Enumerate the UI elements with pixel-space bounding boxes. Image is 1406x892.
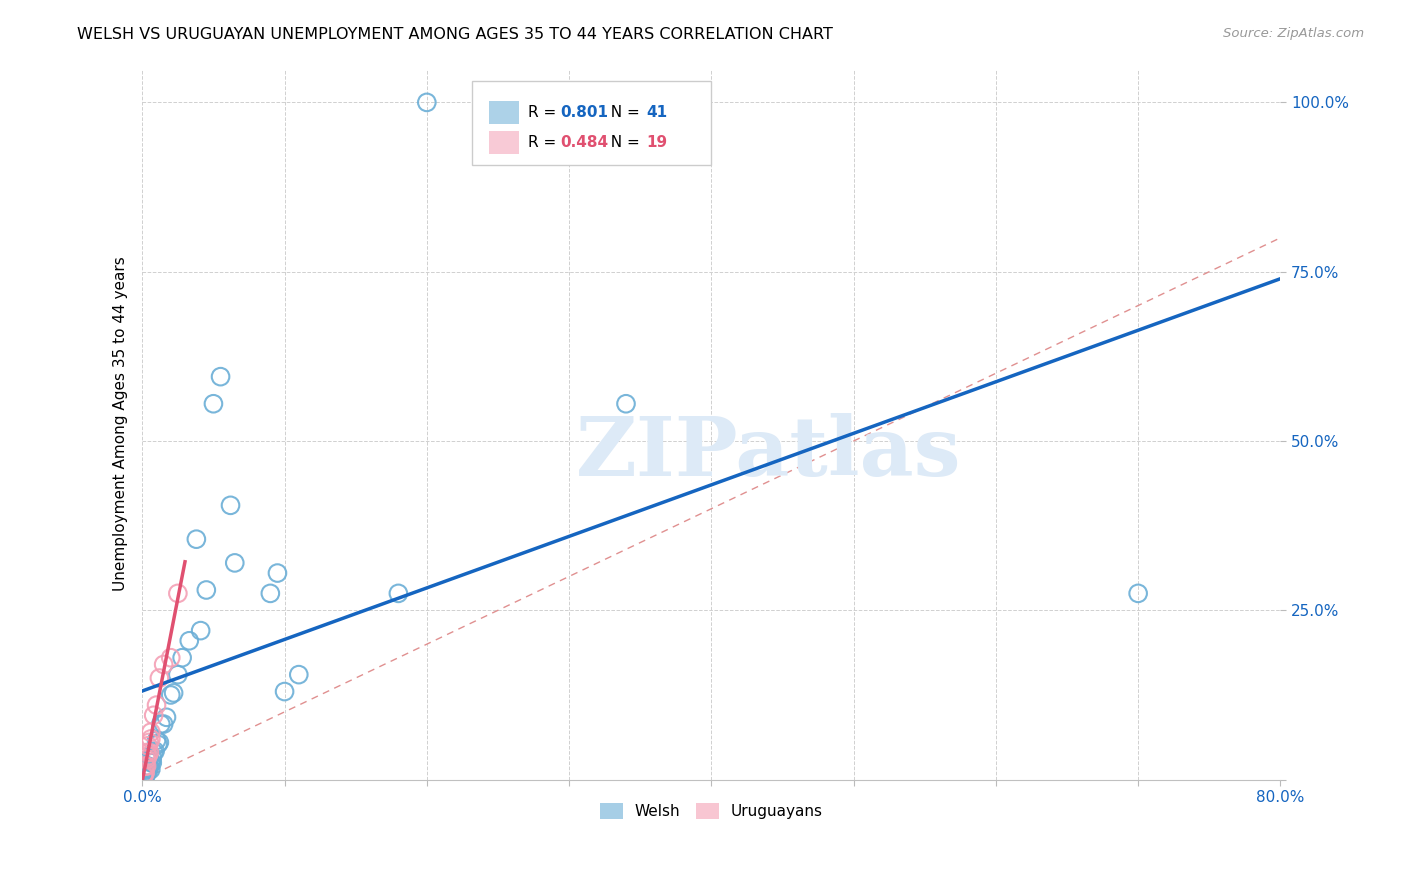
Point — [139, 756, 162, 770]
Point — [259, 586, 281, 600]
Point — [134, 765, 156, 780]
Text: 19: 19 — [647, 135, 668, 150]
Point — [138, 752, 160, 766]
Point — [152, 657, 174, 672]
Point — [159, 688, 181, 702]
Text: ZIPatlas: ZIPatlas — [575, 412, 962, 492]
Text: 0.484: 0.484 — [560, 135, 609, 150]
Point — [416, 95, 439, 110]
Y-axis label: Unemployment Among Ages 35 to 44 years: Unemployment Among Ages 35 to 44 years — [114, 257, 128, 591]
Point — [135, 746, 157, 760]
Point — [135, 752, 157, 766]
Point — [159, 650, 181, 665]
Point — [136, 759, 159, 773]
Legend: Welsh, Uruguayans: Welsh, Uruguayans — [593, 797, 830, 825]
Point — [190, 624, 212, 638]
Point — [152, 717, 174, 731]
Text: N =: N = — [600, 135, 644, 150]
Point — [139, 731, 162, 746]
Point — [186, 532, 208, 546]
Point — [135, 759, 157, 773]
Point — [1126, 586, 1149, 600]
Point — [141, 751, 163, 765]
Point — [134, 765, 156, 780]
Point — [266, 566, 288, 580]
Point — [136, 764, 159, 779]
Point — [146, 738, 169, 752]
Text: Source: ZipAtlas.com: Source: ZipAtlas.com — [1223, 27, 1364, 40]
Point — [135, 763, 157, 777]
Point — [142, 746, 165, 760]
Point — [195, 582, 218, 597]
Point — [288, 667, 311, 681]
Point — [145, 698, 167, 712]
Point — [136, 748, 159, 763]
Text: WELSH VS URUGUAYAN UNEMPLOYMENT AMONG AGES 35 TO 44 YEARS CORRELATION CHART: WELSH VS URUGUAYAN UNEMPLOYMENT AMONG AG… — [77, 27, 834, 42]
Point — [148, 735, 170, 749]
Point — [135, 759, 157, 773]
Point — [149, 717, 172, 731]
Text: R =: R = — [529, 135, 561, 150]
Point — [179, 633, 201, 648]
Point — [132, 767, 155, 781]
Point — [139, 763, 162, 777]
Point — [135, 767, 157, 781]
FancyBboxPatch shape — [489, 101, 519, 124]
Point — [134, 769, 156, 783]
Point — [142, 708, 165, 723]
Point — [273, 684, 295, 698]
Point — [614, 397, 637, 411]
Point — [139, 725, 162, 739]
Point — [138, 760, 160, 774]
Point — [141, 756, 163, 770]
Point — [134, 759, 156, 773]
Point — [224, 556, 246, 570]
Text: 0.801: 0.801 — [560, 105, 607, 120]
FancyBboxPatch shape — [489, 131, 519, 153]
Text: 41: 41 — [647, 105, 668, 120]
Point — [167, 586, 190, 600]
Point — [155, 710, 177, 724]
Point — [138, 735, 160, 749]
Point — [138, 746, 160, 760]
FancyBboxPatch shape — [472, 80, 711, 164]
Point — [387, 586, 409, 600]
Point — [143, 744, 166, 758]
Text: R =: R = — [529, 105, 561, 120]
Point — [145, 733, 167, 747]
Point — [172, 650, 194, 665]
Point — [132, 769, 155, 783]
Point — [167, 667, 190, 681]
Point — [202, 397, 225, 411]
Point — [162, 686, 184, 700]
Point — [219, 499, 242, 513]
Point — [136, 739, 159, 753]
Text: N =: N = — [600, 105, 644, 120]
Point — [209, 369, 232, 384]
Point — [148, 671, 170, 685]
